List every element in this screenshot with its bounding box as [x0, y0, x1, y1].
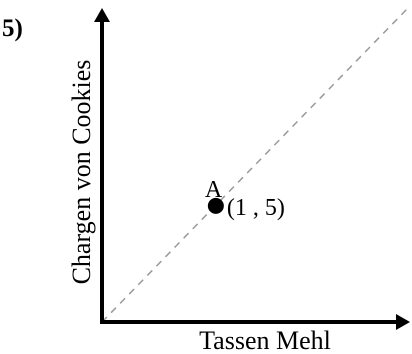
- point-label-a: A: [205, 177, 223, 203]
- x-axis-arrow: [396, 314, 410, 330]
- data-point-a: [207, 197, 224, 214]
- point-coordinate-label: (1 , 5): [227, 195, 285, 221]
- y-axis-arrow: [94, 8, 110, 22]
- y-axis-label: Chargen von Cookies: [67, 60, 96, 285]
- problem-number: 5): [2, 15, 23, 42]
- dashed-reference-line: [101, 7, 409, 323]
- x-axis-label: Tassen Mehl: [199, 326, 331, 354]
- points-layer: A(1 , 5): [205, 177, 285, 221]
